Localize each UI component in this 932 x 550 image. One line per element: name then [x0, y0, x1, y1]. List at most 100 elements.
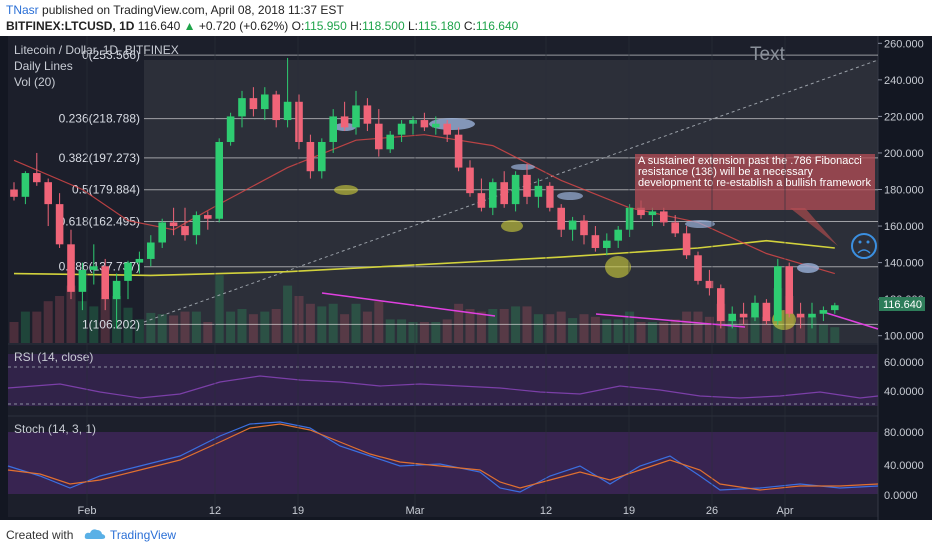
- candle-body: [340, 116, 349, 128]
- last-price: 116.640: [137, 19, 181, 33]
- candle-body: [785, 266, 793, 314]
- fib-level-label: 1(106.202): [82, 317, 140, 331]
- price-change: +0.720 (+0.62%): [198, 19, 289, 33]
- stoch-tick: 80.0000: [884, 427, 924, 439]
- volume-bar: [761, 316, 771, 343]
- candle-body: [363, 105, 372, 124]
- candle-body: [717, 288, 725, 322]
- volume-bar: [134, 319, 144, 343]
- trend-line[interactable]: [595, 313, 746, 328]
- candle-body: [147, 242, 155, 259]
- close-label: C:: [463, 19, 476, 33]
- candle-body: [215, 141, 223, 219]
- candle-body: [329, 116, 337, 142]
- price-tick-label: 200.000: [884, 148, 924, 160]
- price-tick-label: 180.000: [884, 185, 924, 197]
- volume-bar: [488, 309, 498, 343]
- highlight-ellipse[interactable]: [501, 220, 523, 232]
- volume-bar: [191, 311, 201, 343]
- candlesticks: [10, 57, 839, 329]
- volume-bar: [203, 322, 213, 343]
- candle-body: [386, 134, 394, 150]
- fib-level-label: 0.236(218.788): [59, 112, 140, 126]
- candle-body: [477, 193, 486, 208]
- open-value: 115.950: [304, 19, 347, 33]
- volume-bar: [431, 322, 441, 343]
- volume-bar: [693, 311, 703, 343]
- candle-body: [751, 302, 759, 318]
- time-tick-label: Apr: [776, 505, 793, 517]
- candle-body: [55, 204, 64, 245]
- highlight-ellipse[interactable]: [334, 185, 358, 195]
- volume-bar: [362, 311, 372, 343]
- candle-body: [694, 255, 702, 281]
- time-axis[interactable]: Feb 12 19 Mar 12 19 26 Apr: [78, 36, 794, 517]
- candle-body: [614, 229, 622, 241]
- candle-body: [739, 313, 748, 318]
- candle-body: [831, 305, 839, 311]
- annotation-box[interactable]: [635, 154, 875, 210]
- candle-body: [580, 220, 588, 236]
- chart-header: TNasr published on TradingView.com, Apri…: [0, 0, 932, 36]
- volume-bar: [704, 316, 714, 343]
- candle-body: [568, 220, 577, 230]
- candle-body: [249, 98, 258, 110]
- volume-bar: [556, 311, 566, 343]
- sad-face-icon[interactable]: [851, 233, 877, 259]
- candle-body: [774, 266, 782, 322]
- candle-body: [728, 313, 736, 322]
- candle-body: [10, 189, 18, 197]
- highlight-ellipse[interactable]: [605, 256, 631, 278]
- price-tick-label: 260.000: [884, 38, 924, 50]
- time-tick-label: 26: [706, 505, 718, 517]
- candle-body: [112, 280, 121, 300]
- candle-body: [90, 266, 98, 270]
- candle-body: [454, 134, 463, 168]
- highlight-ellipse[interactable]: [511, 164, 535, 170]
- volume-bar: [682, 311, 692, 343]
- fib-trend-line: [143, 59, 879, 323]
- volume-bar: [374, 301, 384, 343]
- fib-level-label: 0.382(197.273): [59, 151, 140, 165]
- volume-bar: [408, 322, 418, 343]
- last-price-tag: [879, 297, 925, 311]
- price-tick-label: 100.000: [884, 331, 924, 343]
- drawing-shapes: [321, 118, 879, 330]
- rsi-pane: [8, 345, 878, 415]
- price-chart[interactable]: 0(253.566) 0.236(218.788) 0.382(197.273) 0.…: [0, 36, 932, 520]
- candle-body: [135, 258, 144, 263]
- price-axis[interactable]: 100.000120.000140.000160.000180.000200.0…: [878, 38, 924, 343]
- trend-line[interactable]: [819, 310, 879, 330]
- tradingview-cloud-icon: [84, 529, 106, 539]
- highlight-ellipse[interactable]: [557, 192, 583, 200]
- volume-bar: [226, 311, 236, 343]
- volume-bar: [385, 319, 395, 343]
- up-arrow-icon: ▲: [183, 19, 196, 33]
- low-value: 115.180: [418, 19, 461, 33]
- candle-body: [272, 94, 280, 121]
- text-watermark[interactable]: Text: [750, 44, 786, 65]
- candle-body: [238, 98, 246, 117]
- candle-body: [397, 123, 406, 135]
- candle-body: [534, 185, 543, 197]
- volume-bar: [66, 285, 76, 343]
- trend-line[interactable]: [321, 292, 496, 317]
- candle-body: [819, 310, 828, 314]
- annotation-text-wrap: A sustained extension past the .786 Fibo…: [638, 156, 871, 189]
- tradingview-link[interactable]: TradingView: [110, 528, 177, 542]
- volume-bar: [533, 314, 543, 343]
- candle-body: [306, 141, 315, 172]
- candle-body: [762, 302, 771, 322]
- volume-bar: [590, 316, 600, 343]
- ma50-line: [13, 239, 835, 277]
- highlight-ellipse[interactable]: [685, 220, 715, 228]
- candle-body: [443, 123, 451, 135]
- candle-body: [67, 244, 75, 292]
- highlight-ellipse[interactable]: [797, 263, 819, 273]
- highlight-ellipse[interactable]: [429, 118, 475, 130]
- candle-body: [489, 182, 497, 208]
- volume-bar: [499, 309, 509, 343]
- volume-bar: [169, 315, 179, 343]
- published-text: published on TradingView.com, April 08, …: [42, 3, 344, 17]
- author-link[interactable]: TNasr: [6, 3, 39, 17]
